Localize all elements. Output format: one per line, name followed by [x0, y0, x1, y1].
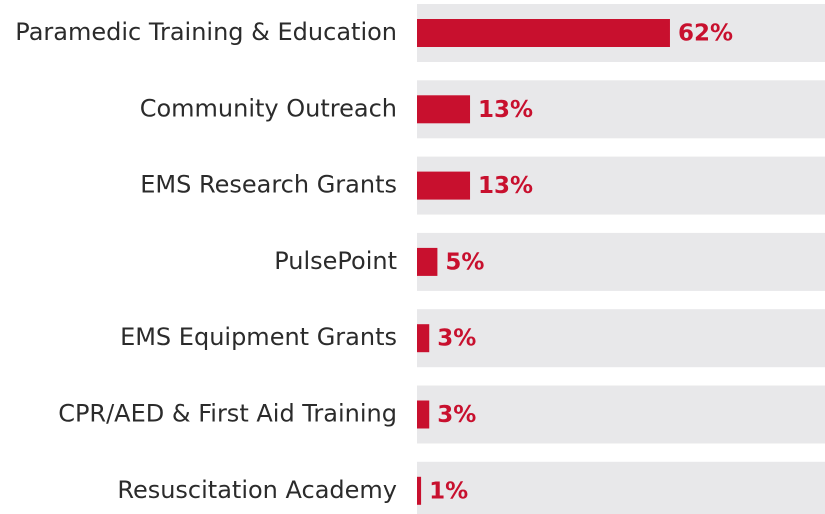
bar — [417, 171, 471, 200]
bar — [417, 19, 670, 47]
bar — [417, 324, 430, 353]
value-label: 3% — [437, 402, 476, 428]
value-label: 13% — [478, 173, 533, 199]
value-label: 3% — [437, 326, 476, 352]
track — [417, 309, 825, 368]
bar — [417, 247, 438, 276]
bar — [417, 476, 422, 505]
value-label: 1% — [429, 478, 468, 504]
category-label: Paramedic Training & Education — [15, 18, 397, 46]
track — [417, 232, 825, 291]
track — [417, 385, 825, 444]
bar — [417, 400, 430, 429]
category-label: EMS Research Grants — [140, 171, 397, 199]
category-label: PulsePoint — [274, 247, 397, 275]
value-label: 62% — [678, 21, 733, 47]
bar — [417, 95, 471, 124]
value-label: 13% — [478, 97, 533, 123]
category-label: CPR/AED & First Aid Training — [58, 400, 397, 428]
track — [417, 461, 825, 514]
category-label: Community Outreach — [140, 94, 397, 122]
track — [417, 80, 825, 139]
category-label: EMS Equipment Grants — [120, 323, 397, 351]
category-label: Resuscitation Academy — [117, 476, 397, 504]
value-label: 5% — [445, 249, 484, 275]
track — [417, 156, 825, 215]
